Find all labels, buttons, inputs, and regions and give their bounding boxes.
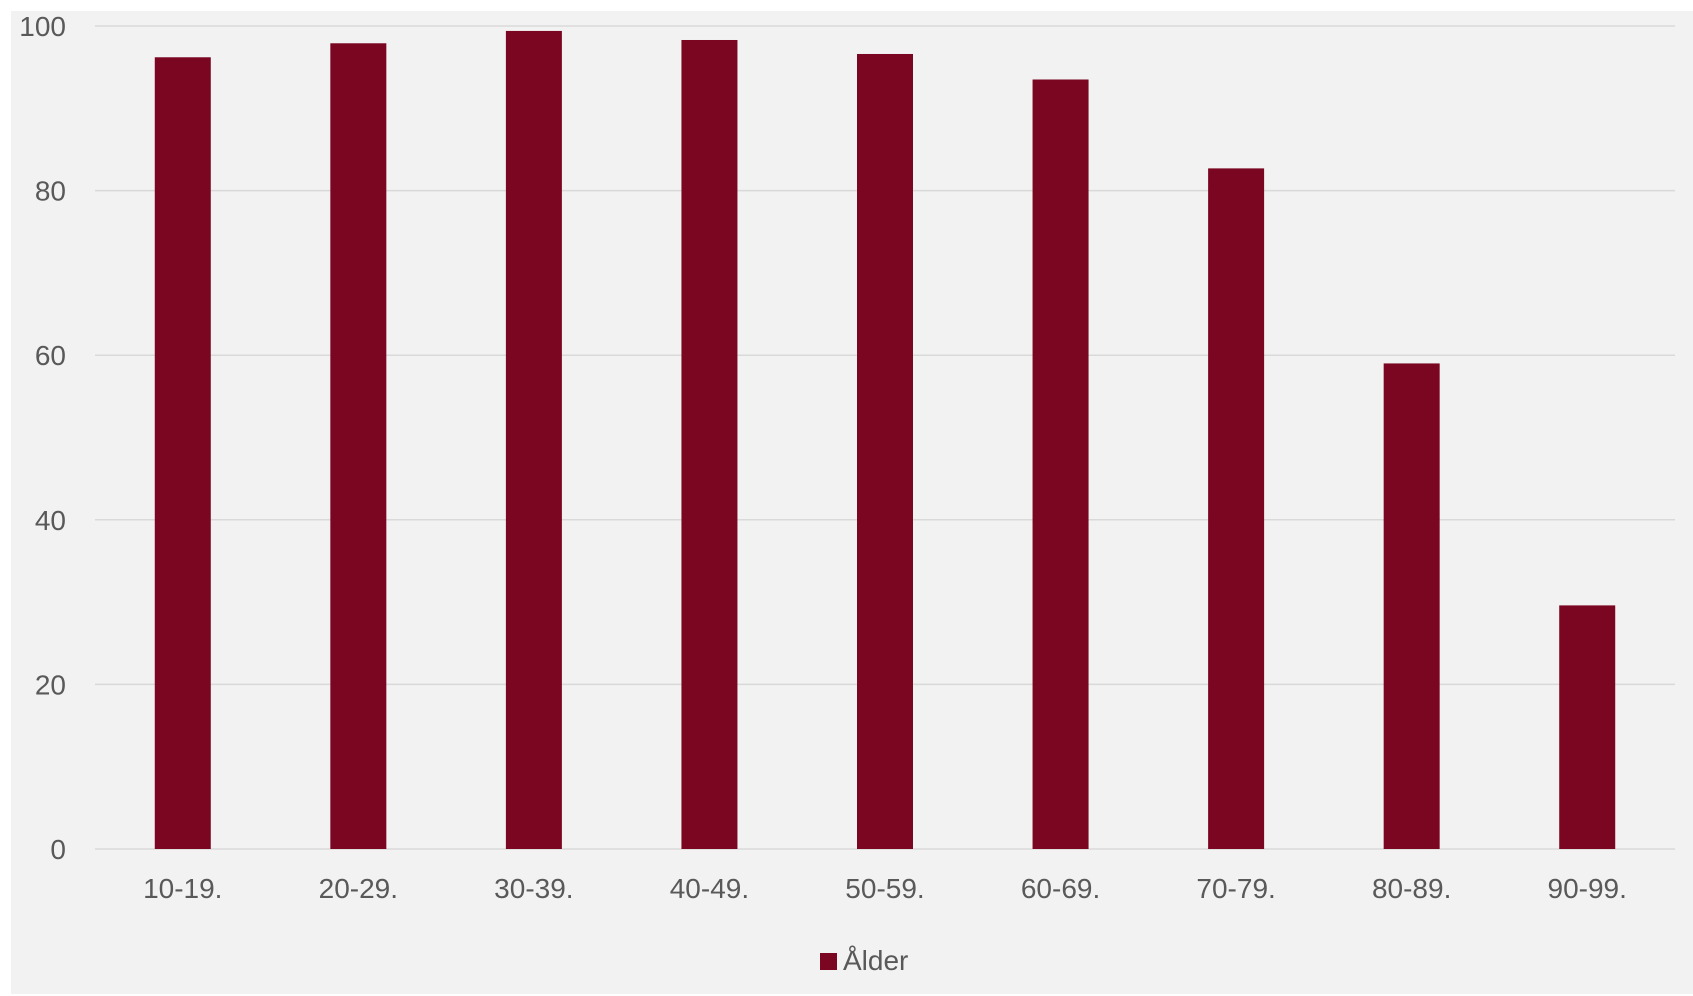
y-tick-label: 0 [50,834,66,865]
bar [1559,605,1616,849]
y-tick-label: 80 [35,176,66,207]
x-tick-label: 30-39. [494,873,573,904]
y-tick-label: 20 [35,669,66,700]
bar [1208,168,1265,849]
x-tick-label: 20-29. [319,873,398,904]
x-tick-label: 40-49. [670,873,749,904]
x-tick-label: 10-19. [143,873,222,904]
bar [1383,363,1440,849]
bar [857,53,913,850]
legend: Ålder [820,945,908,976]
x-tick-label: 60-69. [1021,873,1100,904]
bar [681,39,738,849]
bars [154,30,1616,850]
x-tick-label: 50-59. [845,873,924,904]
bar [505,30,562,850]
legend-swatch [820,953,837,970]
legend-label: Ålder [843,945,908,976]
y-tick-label: 100 [19,11,66,42]
bar [330,43,387,849]
x-tick-label: 70-79. [1196,873,1275,904]
y-tick-label: 40 [35,505,66,536]
bar [154,57,211,850]
y-axis-ticks: 0 20 40 60 80 100 [19,11,66,865]
x-axis-ticks: 10-19. 20-29. 30-39. 40-49. 50-59. 60-69. 70-7… [143,873,1627,904]
x-tick-label: 90-99. [1548,873,1627,904]
bar [1032,79,1089,850]
y-tick-label: 60 [35,340,66,371]
x-tick-label: 80-89. [1372,873,1451,904]
